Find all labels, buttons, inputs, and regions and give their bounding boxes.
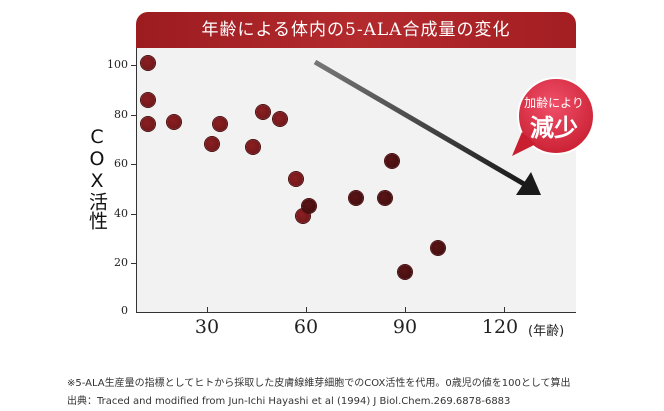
y-tick xyxy=(131,214,136,215)
y-tick-label: 0 xyxy=(121,304,128,317)
data-point xyxy=(246,139,261,154)
data-point xyxy=(167,114,181,129)
y-tick xyxy=(131,263,136,264)
y-tick xyxy=(131,115,136,116)
footnote-method: ※5-ALA生産量の指標としてヒトから採取した皮膚線維芽細胞でのCOX活性を代用… xyxy=(67,378,571,389)
chart-title: 年齢による体内の5-ALA合成量の変化 xyxy=(136,12,576,48)
x-tick xyxy=(207,307,208,312)
speech-bubble-icon xyxy=(512,77,595,156)
data-point xyxy=(398,265,412,280)
y-tick-label: 60 xyxy=(114,157,128,170)
y-tick-label: 80 xyxy=(114,108,128,121)
data-point xyxy=(140,92,155,107)
x-tick-label: 60 xyxy=(293,316,319,338)
x-axis-line xyxy=(136,312,576,313)
x-axis-unit: (年齢) xyxy=(528,324,565,339)
data-point xyxy=(384,154,399,169)
plot-area xyxy=(137,48,576,312)
y-tick xyxy=(131,65,136,66)
x-tick xyxy=(306,307,307,312)
data-point xyxy=(213,117,228,132)
x-tick-label: 30 xyxy=(194,316,220,338)
footnote-source: 出典：Traced and modified from Jun-Ichi Hay… xyxy=(67,396,511,407)
y-tick-label: 100 xyxy=(107,58,128,71)
data-point xyxy=(289,171,304,186)
x-tick-label: 120 xyxy=(481,316,519,338)
data-point xyxy=(204,137,219,152)
data-point xyxy=(431,240,445,255)
x-tick xyxy=(504,307,505,312)
y-axis-line xyxy=(136,48,137,313)
badge-caption: 加齢により xyxy=(524,96,584,110)
data-point xyxy=(272,112,287,127)
y-tick-label: 40 xyxy=(114,207,128,220)
y-tick-label: 20 xyxy=(114,256,128,269)
y-tick xyxy=(131,164,136,165)
y-axis-title-text: COX活性 xyxy=(86,126,108,230)
data-point xyxy=(302,198,317,213)
y-axis-title: COX活性 xyxy=(86,126,108,234)
data-point xyxy=(348,191,363,206)
decline-badge: 加齢により 減少 xyxy=(510,76,598,160)
data-point xyxy=(140,117,155,132)
data-point xyxy=(378,191,393,206)
x-tick xyxy=(405,307,406,312)
data-point xyxy=(140,55,155,70)
data-point xyxy=(256,104,271,119)
badge-main-text: 減少 xyxy=(530,114,578,142)
x-tick-label: 90 xyxy=(392,316,418,338)
